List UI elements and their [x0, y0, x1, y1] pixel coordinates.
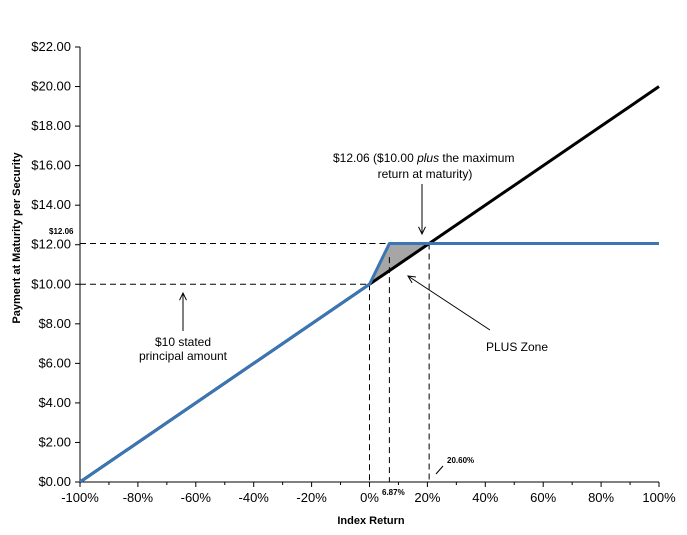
y-tick-label: $22.00	[31, 39, 71, 54]
y-tick-label: $14.00	[31, 197, 71, 212]
cap-return-pointer	[435, 465, 444, 475]
y-axis-title: Payment at Maturity per Security	[11, 152, 23, 324]
y-tick-label: $16.00	[31, 158, 71, 173]
x-tick-label: 40%	[472, 490, 498, 505]
y-tick-label: $0.00	[38, 474, 71, 489]
max-return-annotation: $12.06 ($10.00 plus the maximum	[333, 151, 514, 165]
max-payment-tick-label: $12.06	[49, 227, 74, 236]
y-tick-label: $20.00	[31, 79, 71, 94]
max-return-italic: plus	[416, 151, 439, 165]
x-tick-label: 80%	[588, 490, 614, 505]
x-tick-label: -100%	[61, 490, 99, 505]
y-tick-label: $12.00	[31, 237, 71, 252]
y-tick-label: $10.00	[31, 276, 71, 291]
stated-principal-arrow-head	[179, 291, 187, 301]
arrows-layer	[179, 184, 491, 475]
x-tick-label: 60%	[530, 490, 556, 505]
leverage-cap-label: 6.87%	[382, 488, 405, 497]
x-tick-label: -40%	[239, 490, 270, 505]
x-tick-label: -80%	[123, 490, 154, 505]
x-tick-label: 100%	[642, 490, 676, 505]
plus-zone-arrow-shaft	[407, 275, 491, 331]
x-tick-label: 20%	[414, 490, 440, 505]
x-tick-label: -60%	[181, 490, 212, 505]
y-tick-label: $18.00	[31, 118, 71, 133]
y-tick-label: $8.00	[38, 316, 71, 331]
y-tick-label: $2.00	[38, 434, 71, 449]
reference-lines-layer	[80, 243, 430, 482]
x-tick-label: 0%	[360, 490, 379, 505]
axes-layer: $0.00 $2.00 $4.00 $6.00 $8.00 $10.00 $12.00 $14…	[31, 39, 676, 505]
plus-payoff-line	[79, 242, 659, 484]
plus-zone-arrow-head	[407, 275, 416, 284]
x-tick-label: -20%	[296, 490, 327, 505]
x-axis-title: Index Return	[337, 515, 405, 527]
max-return-line1-start: $12.06 ($10.00	[333, 151, 417, 165]
plus-zone-label: PLUS Zone	[486, 340, 548, 354]
y-tick-label: $4.00	[38, 395, 71, 410]
series-layer	[79, 85, 660, 484]
stated-principal-line1: $10 stated	[155, 335, 211, 349]
max-return-arrow-head	[418, 226, 426, 236]
max-return-annotation-line2: return at maturity)	[378, 167, 473, 181]
max-return-line1-end: the maximum	[439, 151, 514, 165]
cap-return-label: 20.60%	[447, 456, 474, 465]
y-tick-label: $6.00	[38, 355, 71, 370]
stated-principal-line2: principal amount	[139, 349, 228, 363]
